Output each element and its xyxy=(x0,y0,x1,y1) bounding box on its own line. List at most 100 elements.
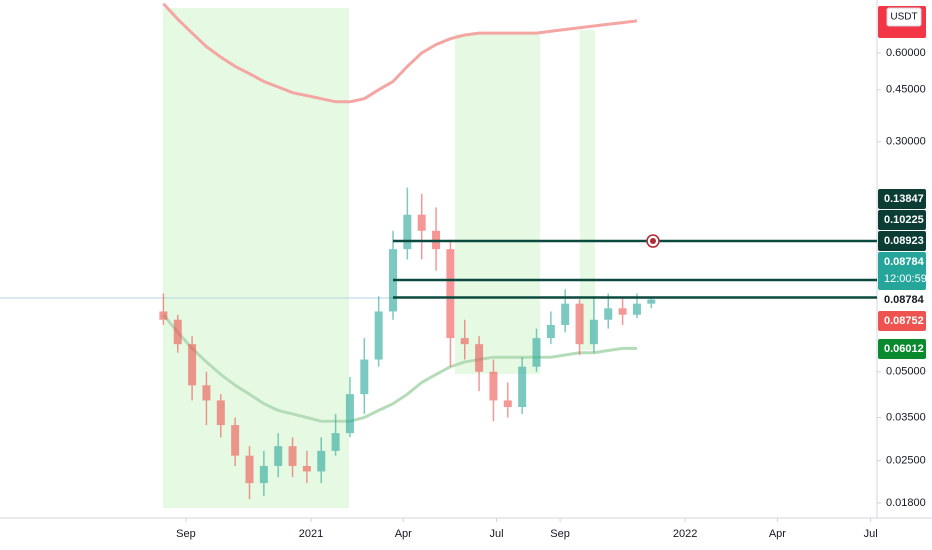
candle xyxy=(475,336,484,392)
candle xyxy=(374,296,383,367)
candle-body xyxy=(618,308,627,315)
candle-body xyxy=(159,311,168,320)
candle-body xyxy=(274,446,283,466)
candle-body xyxy=(302,465,311,472)
candle xyxy=(518,357,527,414)
price-label: 0.08784 xyxy=(884,256,925,268)
candle-body xyxy=(446,249,455,339)
candle xyxy=(274,433,283,478)
price-label-box xyxy=(878,311,926,331)
price-label-box xyxy=(878,189,926,209)
candle xyxy=(245,446,254,500)
price-label: 0.13847 xyxy=(884,193,924,205)
candle-body xyxy=(532,338,541,367)
candle-body xyxy=(202,385,211,401)
candle-body xyxy=(503,400,512,407)
candle-body xyxy=(518,366,527,407)
y-tick-label: 0.60000 xyxy=(886,47,926,59)
price-label-box xyxy=(878,290,926,310)
moving-average xyxy=(162,2,638,104)
candle-body xyxy=(216,400,225,426)
candle-body xyxy=(460,338,469,345)
candle xyxy=(532,328,541,372)
candle-body xyxy=(288,446,297,466)
candle-body xyxy=(589,319,598,345)
highlight-zone xyxy=(163,8,349,508)
candle xyxy=(188,336,197,401)
candle xyxy=(561,289,570,333)
candle-body xyxy=(331,433,340,451)
candle xyxy=(216,394,225,438)
candle-body xyxy=(345,394,354,434)
currency: USDT xyxy=(890,12,917,23)
candle xyxy=(503,382,512,418)
highlight-zone xyxy=(580,30,595,350)
x-tick-label: 2022 xyxy=(673,528,697,540)
x-tick-label: Sep xyxy=(550,528,570,540)
candle xyxy=(159,293,168,325)
candle xyxy=(288,437,297,478)
candle-body xyxy=(417,214,426,231)
candle-body xyxy=(604,308,613,320)
price-label: 0.08752 xyxy=(884,315,924,327)
candle xyxy=(345,377,354,438)
candle-body xyxy=(173,319,182,345)
candle xyxy=(173,314,182,353)
x-tick-label: 2021 xyxy=(299,528,323,540)
y-tick-label: 0.30000 xyxy=(886,136,926,148)
x-tick-label: Sep xyxy=(176,528,196,540)
candle xyxy=(575,299,584,355)
price-label-box xyxy=(878,210,926,230)
candle-body xyxy=(245,455,254,484)
candle xyxy=(546,311,555,345)
candle-body xyxy=(489,371,498,401)
y-tick-label: 0.01800 xyxy=(886,497,926,509)
y-tick-label: 0.02500 xyxy=(886,455,926,467)
highlight-zone xyxy=(455,34,540,374)
candle xyxy=(331,413,340,456)
candle xyxy=(202,371,211,426)
candle xyxy=(317,437,326,484)
x-tick-label: Jul xyxy=(489,528,503,540)
price-label: 0.10225 xyxy=(884,214,924,226)
currency-box xyxy=(886,7,922,27)
candle-body xyxy=(632,303,641,315)
y-tick-label: 0.45000 xyxy=(886,84,926,96)
alert-marker-dot xyxy=(650,238,656,245)
candle xyxy=(417,193,426,260)
price-label: 0.06012 xyxy=(884,343,924,355)
candle-body xyxy=(188,344,197,386)
candle-body xyxy=(561,303,570,325)
x-tick-label: Apr xyxy=(769,528,786,540)
y-tick-label: 0.05000 xyxy=(886,366,926,378)
countdown: 12:00:59 xyxy=(884,273,927,285)
candle xyxy=(360,338,369,414)
candle xyxy=(432,207,441,271)
price-label: 0.08923 xyxy=(884,235,924,247)
price-label-box xyxy=(878,252,926,290)
candle xyxy=(231,417,240,466)
candle xyxy=(489,359,498,422)
price-label-box xyxy=(878,339,926,359)
candle-body xyxy=(259,465,268,484)
candle-body xyxy=(403,214,412,250)
candle-body xyxy=(647,299,656,304)
price-label-box xyxy=(878,231,926,251)
price-label: 0.08784 xyxy=(884,294,925,306)
moving-average xyxy=(162,313,637,423)
candle xyxy=(446,239,455,367)
candle-body xyxy=(575,303,584,345)
candle-body xyxy=(374,311,383,360)
candle xyxy=(302,450,311,484)
candle-body xyxy=(475,344,484,372)
candle xyxy=(589,296,598,353)
candle xyxy=(389,230,397,320)
x-tick-label: Jul xyxy=(864,528,878,540)
x-tick-label: Apr xyxy=(395,528,412,540)
candle xyxy=(460,319,469,360)
candle-body xyxy=(317,450,326,472)
candle xyxy=(618,296,627,325)
candle xyxy=(403,187,412,260)
candle-body xyxy=(546,324,555,339)
